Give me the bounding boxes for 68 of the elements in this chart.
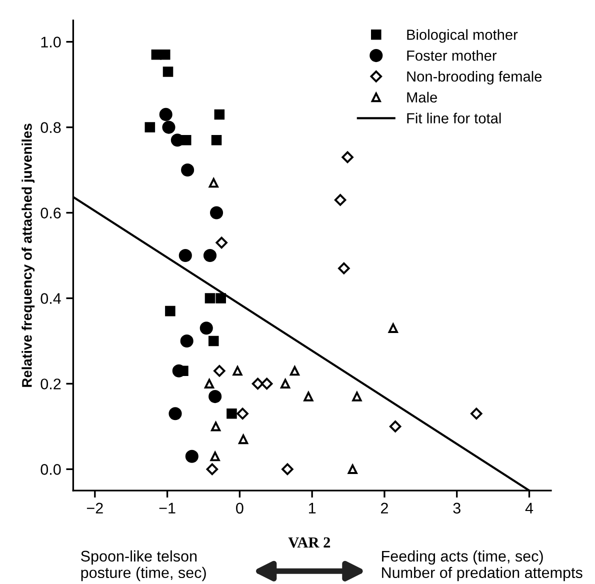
y-tick-label: 0.4 (40, 293, 61, 304)
point (160, 49, 170, 60)
point (238, 434, 248, 444)
y-tick-label: 0.2 (40, 378, 61, 390)
point (338, 262, 350, 274)
point (348, 464, 358, 474)
point (232, 366, 242, 376)
y-axis-title: Relative frequency of attached juveniles (22, 124, 35, 387)
point (352, 392, 362, 402)
legend-label: Foster mother (407, 50, 497, 61)
point (216, 236, 228, 249)
point (144, 122, 156, 132)
legend-label: Non-brooding female (407, 70, 542, 85)
point (159, 108, 172, 121)
point (178, 248, 192, 262)
point (211, 134, 222, 146)
point (204, 293, 216, 304)
point (214, 365, 226, 377)
point (236, 408, 248, 420)
point (280, 378, 290, 389)
y-tick-label: 0.6 (40, 208, 61, 218)
legend-label: Fit line for total (407, 112, 501, 124)
x-tick-label: 2 (380, 502, 388, 514)
point (210, 206, 224, 220)
point (252, 378, 264, 390)
point (168, 407, 182, 420)
legend-label: Biological mother (407, 29, 518, 43)
point (170, 134, 184, 147)
point (208, 336, 219, 346)
y-tick-label: 1.0 (41, 36, 61, 48)
point (282, 463, 294, 476)
point (470, 408, 482, 420)
point (389, 420, 402, 432)
point (226, 408, 237, 419)
x-tick-label: 4 (525, 502, 534, 514)
text: VAR 2 (288, 537, 330, 548)
point (304, 392, 314, 402)
point (204, 378, 214, 389)
point (203, 248, 217, 262)
point (260, 378, 273, 390)
text: Feeding acts (time, sec) Number of predation attempts (382, 550, 582, 582)
point (214, 109, 225, 120)
point (181, 163, 194, 177)
point (180, 334, 194, 348)
point (208, 390, 222, 404)
point (388, 323, 398, 333)
point (342, 151, 354, 164)
point (210, 452, 220, 462)
x-tick-label: −1 (159, 502, 176, 514)
x-tick-label: −2 (86, 502, 103, 514)
legend-label: Male (407, 92, 437, 103)
x-tick-label: 1 (308, 502, 316, 514)
point (216, 293, 226, 304)
point (162, 66, 174, 77)
point (208, 178, 218, 188)
point (162, 120, 176, 134)
point (290, 366, 300, 376)
point (200, 322, 213, 335)
point (206, 463, 218, 476)
y-tick-label: 0.0 (40, 464, 61, 475)
point (211, 422, 221, 432)
point (165, 306, 176, 316)
x-tick-label: 0 (236, 502, 244, 514)
y-tick-label: 0.8 (40, 122, 61, 133)
point (185, 450, 198, 463)
x-tick-label: 3 (453, 502, 460, 514)
point (334, 194, 346, 206)
text: Spoon-like telson posture (time, sec) (81, 550, 206, 582)
